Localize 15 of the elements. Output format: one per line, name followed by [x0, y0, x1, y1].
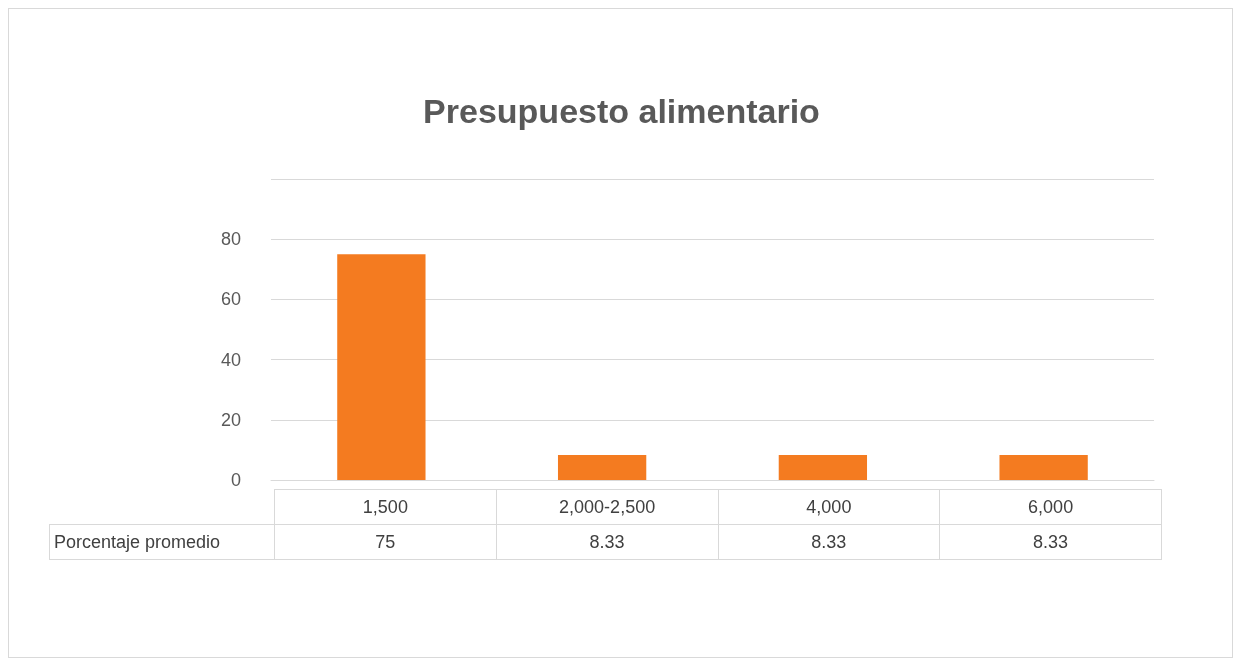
data-label: 8.33	[939, 524, 1162, 560]
x-tick-label: 2,000-2,500	[496, 489, 718, 525]
y-tick-label: 40	[220, 349, 241, 370]
x-tick-label: 6,000	[939, 489, 1162, 525]
y-tick-label: 60	[220, 289, 241, 310]
y-tick-label: 0	[230, 470, 241, 490]
x-tick-label: 1,500	[274, 489, 497, 525]
chart-title: Presupuesto alimentario	[423, 92, 820, 130]
y-tick-label: 80	[220, 229, 241, 250]
data-label: 8.33	[718, 524, 940, 560]
text: Porcentaje promedio	[49, 524, 275, 560]
data-label: 8.33	[496, 524, 718, 560]
y-tick-label: 20	[220, 409, 241, 430]
x-tick-label: 4,000	[718, 489, 940, 525]
data-label: 75	[274, 524, 497, 560]
